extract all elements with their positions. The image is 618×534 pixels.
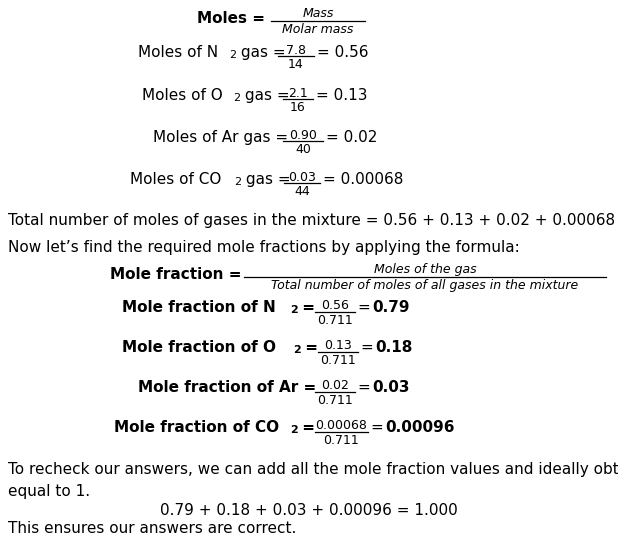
Text: 0.79 + 0.18 + 0.03 + 0.00096 = 1.000: 0.79 + 0.18 + 0.03 + 0.00096 = 1.000 (160, 503, 458, 518)
Text: gas =: gas = (236, 45, 286, 60)
Text: Moles of Ar gas =: Moles of Ar gas = (153, 130, 288, 145)
Text: 7.8: 7.8 (286, 44, 306, 57)
Text: 2: 2 (234, 177, 241, 187)
Text: Mole fraction =: Mole fraction = (110, 267, 242, 282)
Text: Moles of O: Moles of O (142, 88, 222, 103)
Text: Moles of CO: Moles of CO (130, 172, 221, 187)
Text: Total number of moles of gases in the mixture = 0.56 + 0.13 + 0.02 + 0.00068 = 0: Total number of moles of gases in the mi… (8, 213, 618, 228)
Text: gas =: gas = (240, 88, 290, 103)
Text: 0.711: 0.711 (320, 354, 356, 367)
Text: 0.03: 0.03 (372, 380, 410, 395)
Text: To recheck our answers, we can add all the mole fraction values and ideally obta: To recheck our answers, we can add all t… (8, 462, 618, 477)
Text: = 0.13: = 0.13 (316, 88, 368, 103)
Text: Now let’s find the required mole fractions by applying the formula:: Now let’s find the required mole fractio… (8, 240, 520, 255)
Text: 0.56: 0.56 (321, 299, 349, 312)
Text: = 0.02: = 0.02 (326, 130, 378, 145)
Text: Mole fraction of Ar =: Mole fraction of Ar = (138, 380, 316, 395)
Text: 0.90: 0.90 (289, 129, 317, 142)
Text: 16: 16 (290, 101, 306, 114)
Text: = 0.56: = 0.56 (317, 45, 368, 60)
Text: 0.00068: 0.00068 (315, 419, 367, 432)
Text: 2: 2 (290, 425, 298, 435)
Text: Moles =: Moles = (197, 11, 265, 26)
Text: =: = (300, 340, 318, 355)
Text: 0.711: 0.711 (323, 434, 359, 447)
Text: 2: 2 (293, 345, 301, 355)
Text: Moles of N: Moles of N (138, 45, 218, 60)
Text: 2: 2 (290, 305, 298, 315)
Text: 2: 2 (229, 50, 236, 60)
Text: =: = (297, 300, 315, 315)
Text: 0.13: 0.13 (324, 339, 352, 352)
Text: This ensures our answers are correct.: This ensures our answers are correct. (8, 521, 297, 534)
Text: 0.18: 0.18 (375, 340, 412, 355)
Text: gas =: gas = (241, 172, 290, 187)
Text: =: = (297, 420, 315, 435)
Text: 44: 44 (294, 185, 310, 198)
Text: Mole fraction of N: Mole fraction of N (122, 300, 276, 315)
Text: Mass: Mass (302, 7, 334, 20)
Text: Molar mass: Molar mass (282, 23, 353, 36)
Text: 2: 2 (233, 93, 240, 103)
Text: 0.02: 0.02 (321, 379, 349, 392)
Text: 0.711: 0.711 (317, 394, 353, 407)
Text: 40: 40 (295, 143, 311, 156)
Text: = 0.00068: = 0.00068 (323, 172, 404, 187)
Text: 0.79: 0.79 (372, 300, 410, 315)
Text: 0.00096: 0.00096 (385, 420, 454, 435)
Text: =: = (358, 380, 376, 395)
Text: =: = (361, 340, 379, 355)
Text: 0.711: 0.711 (317, 314, 353, 327)
Text: Mole fraction of O: Mole fraction of O (122, 340, 276, 355)
Text: Total number of moles of all gases in the mixture: Total number of moles of all gases in th… (271, 279, 578, 292)
Text: =: = (358, 300, 376, 315)
Text: equal to 1.: equal to 1. (8, 484, 90, 499)
Text: =: = (371, 420, 389, 435)
Text: Moles of the gas: Moles of the gas (374, 263, 476, 276)
Text: Mole fraction of CO: Mole fraction of CO (114, 420, 279, 435)
Text: 14: 14 (288, 58, 304, 71)
Text: 2.1: 2.1 (288, 87, 308, 100)
Text: 0.03: 0.03 (288, 171, 316, 184)
